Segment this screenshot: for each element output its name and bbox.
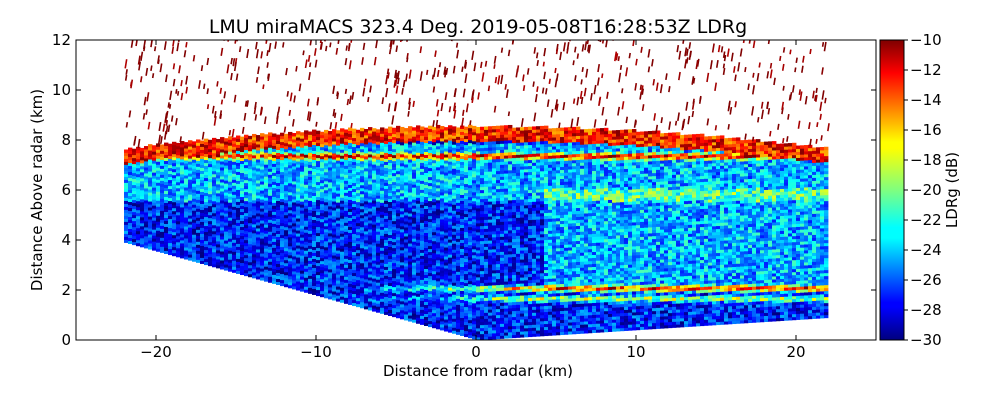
colorbar-ticks: −10 −12 −14 −16 −18 −20 −22 −24 −26 −28 −30 [904,31,942,349]
colorbar-tick-label: −10 [910,31,942,49]
colorbar-tick-label: −16 [910,121,942,139]
x-axis-label: Distance from radar (km) [383,362,573,380]
y-axis-ticks: 0 2 4 6 8 10 12 [52,31,876,349]
y-tick-label: 2 [61,281,71,299]
y-tick-label: 4 [61,231,71,249]
y-axis-label: Distance Above radar (km) [28,89,46,291]
colorbar-tick-label: −18 [910,151,942,169]
colorbar-label: LDRg (dB) [943,152,961,228]
chart-title: LMU miraMACS 323.4 Deg. 2019-05-08T16:28… [209,16,747,38]
colorbar-tick-label: −24 [910,241,942,259]
colorbar-tick-label: −20 [910,181,942,199]
y-tick-label: 6 [61,181,71,199]
colorbar-tick-label: −28 [910,301,942,319]
x-tick-label: −20 [140,343,172,361]
x-tick-label: −10 [300,343,332,361]
colorbar-tick-label: −22 [910,211,942,229]
colorbar [879,39,905,341]
y-tick-label: 10 [52,81,71,99]
x-tick-label: 10 [626,343,645,361]
x-tick-label: 0 [471,343,481,361]
x-axis-ticks: −20 −10 0 10 20 [140,40,806,361]
y-tick-label: 8 [61,131,71,149]
colorbar-tick-label: −26 [910,271,942,289]
ldr-heatmap [124,40,830,340]
x-tick-label: 20 [786,343,805,361]
colorbar-tick-label: −14 [910,91,942,109]
y-tick-label: 0 [61,331,71,349]
y-tick-label: 12 [52,31,71,49]
colorbar-tick-label: −30 [910,331,942,349]
colorbar-tick-label: −12 [910,61,942,79]
